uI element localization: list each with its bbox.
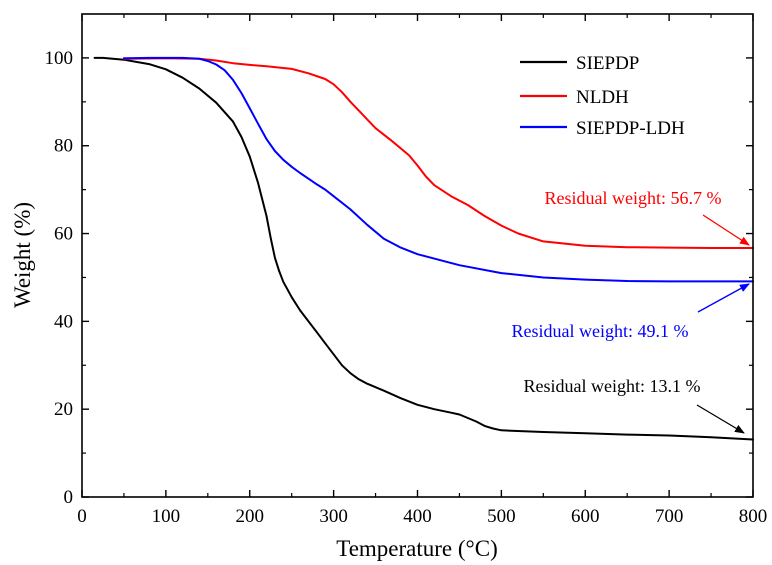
- annotation-arrow: [697, 283, 750, 313]
- y-tick-label: 80: [54, 136, 73, 157]
- x-tick-label: 200: [236, 506, 265, 527]
- x-axis-title: Temperature (°C): [336, 536, 497, 561]
- ticks-layer: [81, 14, 754, 498]
- plot-frame: [81, 13, 754, 498]
- tick-labels-layer: 0 100 200 300 400 500 600 700 800 0 20 40 60 80 100: [45, 48, 768, 527]
- annotation-label: Residual weight: 56.7 %: [545, 188, 722, 208]
- series-line-nldh: [122, 57, 754, 249]
- annotation-label: Residual weight: 13.1 %: [524, 376, 701, 396]
- x-tick-label: 100: [152, 506, 181, 527]
- x-tick-label: 400: [403, 506, 432, 527]
- x-tick-label: 600: [571, 506, 600, 527]
- legend: SIEPDP NLDH SIEPDP-LDH: [520, 53, 685, 139]
- x-tick-label: 700: [655, 506, 684, 527]
- legend-label-siepdp-ldh: SIEPDP-LDH: [576, 118, 685, 139]
- legend-label-nldh: NLDH: [576, 87, 629, 108]
- annotations-layer: Residual weight: 56.7 % Residual weight: …: [512, 188, 750, 434]
- annotation-arrow: [696, 404, 745, 434]
- legend-label-siepdp: SIEPDP: [576, 53, 639, 74]
- y-tick-label: 60: [54, 224, 73, 245]
- annotation-label: Residual weight: 49.1 %: [512, 321, 689, 341]
- series-line-siepdp: [93, 56, 754, 441]
- x-tick-label: 300: [319, 506, 348, 527]
- y-tick-label: 40: [54, 311, 73, 332]
- series-line-siepdp-ldh: [122, 56, 754, 283]
- annotation-arrow: [702, 214, 750, 246]
- x-tick-label: 0: [77, 506, 87, 527]
- y-axis-title: Weight (%): [10, 202, 35, 308]
- x-tick-label: 800: [739, 506, 768, 527]
- y-tick-label: 20: [54, 399, 73, 420]
- y-tick-label: 0: [64, 487, 74, 508]
- x-tick-label: 500: [487, 506, 516, 527]
- y-tick-label: 100: [45, 48, 74, 69]
- series-layer: [93, 56, 754, 441]
